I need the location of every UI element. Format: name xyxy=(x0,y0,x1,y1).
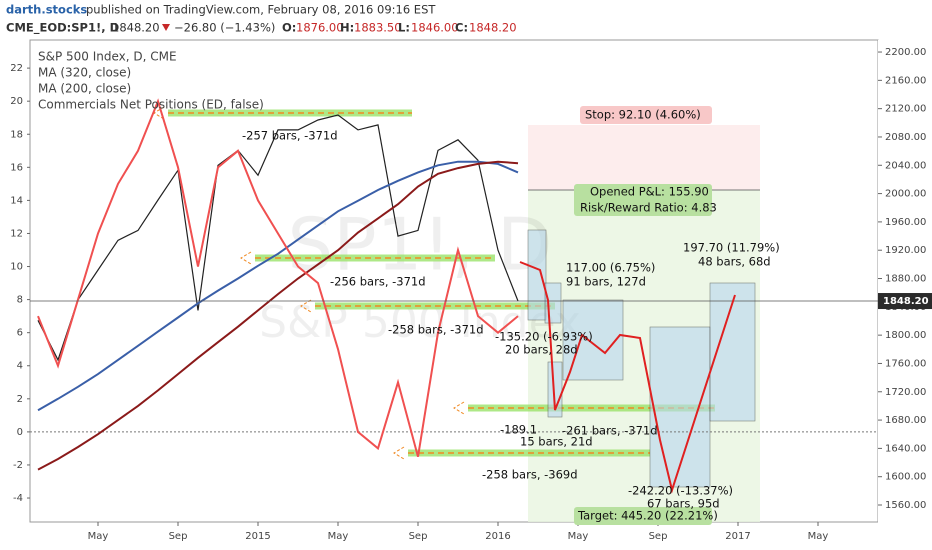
x-tick-label: May xyxy=(568,531,589,542)
annotation: -135.20 (-6.93%) xyxy=(495,330,593,344)
annotation: -261 bars, -371d xyxy=(562,424,658,438)
level-mark xyxy=(453,401,465,415)
legend-entry: Commercials Net Positions (ED, false) xyxy=(38,98,264,112)
y2-tick-label: 20 xyxy=(10,96,23,107)
y-tick-label: 1920.00 xyxy=(885,245,926,256)
y-tick-label: 1680.00 xyxy=(885,415,926,426)
legend-entry: MA (320, close) xyxy=(38,66,131,80)
y2-tick-label: 0 xyxy=(17,427,23,438)
y-tick-label: 1880.00 xyxy=(885,274,926,285)
annotation: 197.70 (11.79%) xyxy=(683,241,780,255)
published: published on TradingView.com, February 0… xyxy=(86,3,436,17)
level-mark xyxy=(240,251,252,265)
y-tick-label: 1720.00 xyxy=(885,387,926,398)
y-tick-label: 2080.00 xyxy=(885,132,926,143)
annotation: -189.1 xyxy=(500,423,537,437)
x-tick-label: 2015 xyxy=(245,531,270,542)
y-tick-label: 2200.00 xyxy=(885,47,926,58)
y-tick-label: 1600.00 xyxy=(885,472,926,483)
y2-tick-label: 2 xyxy=(17,394,23,405)
x-tick-label: May xyxy=(808,531,829,542)
symbol: CME_EOD:SP1!, D xyxy=(6,21,119,36)
range-box xyxy=(562,299,624,381)
annotation: Stop: 92.10 (4.60%) xyxy=(585,108,701,122)
layers xyxy=(153,106,756,488)
y2-tick-label: 14 xyxy=(10,195,23,206)
x-tick-label: May xyxy=(328,531,349,542)
down-arrow xyxy=(162,24,170,31)
annotation: -258 bars, -371d xyxy=(388,323,484,337)
pnl-box xyxy=(574,184,712,216)
y2-tick-label: 8 xyxy=(17,295,23,306)
annotation: 117.00 (6.75%) xyxy=(566,261,655,275)
y-tick-label: 1640.00 xyxy=(885,443,926,454)
range-box xyxy=(649,326,711,488)
x-tick-label: 2017 xyxy=(725,531,750,542)
high: 1883.50 xyxy=(354,21,402,35)
low: 1846.00 xyxy=(411,21,459,35)
close-label: C: xyxy=(455,21,468,35)
annotation: 67 bars, 95d xyxy=(647,497,720,511)
y2-tick-label: 18 xyxy=(10,129,23,140)
y2-tick-label: 4 xyxy=(17,361,23,372)
annotation: Target: 445.20 (22.21%) xyxy=(577,509,718,523)
annotation: Opened P&L: 155.90 xyxy=(590,185,709,199)
open: 1876.00 xyxy=(296,21,344,35)
close: 1848.20 xyxy=(469,21,517,35)
annotation: -242.20 (-13.37%) xyxy=(628,484,733,498)
stop-zone xyxy=(528,125,760,190)
low-label: L: xyxy=(398,21,410,35)
stop-box xyxy=(580,106,712,124)
x-tick-label: Sep xyxy=(409,531,428,542)
level-mark xyxy=(300,299,312,313)
target-box xyxy=(574,507,712,525)
y-tick-label: 1760.00 xyxy=(885,358,926,369)
author[interactable]: darth.stocks xyxy=(6,3,87,17)
legend-entry: MA (200, close) xyxy=(38,82,131,96)
projection-arrow xyxy=(519,261,736,494)
y2-tick-label: 12 xyxy=(10,228,23,239)
high-label: H: xyxy=(340,21,354,35)
x-tick-label: Sep xyxy=(169,531,188,542)
annotation: 15 bars, 21d xyxy=(520,435,593,449)
series-line xyxy=(37,160,519,471)
legend-entry: S&P 500 Index, D, CME xyxy=(38,50,177,64)
y2-tick-label: -2 xyxy=(13,460,23,471)
annotation: 91 bars, 127d xyxy=(566,275,646,289)
last: 1848.20 xyxy=(112,21,160,35)
y-tick-label: 1800.00 xyxy=(885,330,926,341)
y-tick-label: 2000.00 xyxy=(885,189,926,200)
x-tick-label: Sep xyxy=(649,531,668,542)
level-mark xyxy=(393,446,405,460)
y2-tick-label: 22 xyxy=(10,63,23,74)
open-label: O: xyxy=(282,21,296,35)
y-tick-label: 1560.00 xyxy=(885,500,926,511)
y2-tick-label: -4 xyxy=(13,493,23,504)
annotation: 48 bars, 68d xyxy=(698,255,771,269)
last-price-box xyxy=(878,293,932,310)
annotation: -258 bars, -369d xyxy=(482,468,578,482)
annotation: -257 bars, -371d xyxy=(242,129,338,143)
last-price-label: 1848.20 xyxy=(883,296,929,307)
annotation: 20 bars, 28d xyxy=(505,343,578,357)
annotation: -256 bars, -371d xyxy=(330,275,426,289)
y2-tick-label: 10 xyxy=(10,262,23,273)
annotation: Risk/Reward Ratio: 4.83 xyxy=(580,201,717,215)
series-line xyxy=(37,98,519,457)
y-tick-label: 2120.00 xyxy=(885,104,926,115)
y-tick-label: 1960.00 xyxy=(885,217,926,228)
x-tick-label: May xyxy=(88,531,109,542)
change: −26.80 (−1.43%) xyxy=(174,21,275,35)
y2-tick-label: 6 xyxy=(17,328,23,339)
y-tick-label: 2040.00 xyxy=(885,160,926,171)
y-tick-label: 2160.00 xyxy=(885,75,926,86)
series-line xyxy=(37,114,519,362)
x-tick-label: 2016 xyxy=(485,531,510,542)
range-box xyxy=(527,229,547,321)
y2-tick-label: 16 xyxy=(10,162,23,173)
series-line xyxy=(37,160,519,412)
